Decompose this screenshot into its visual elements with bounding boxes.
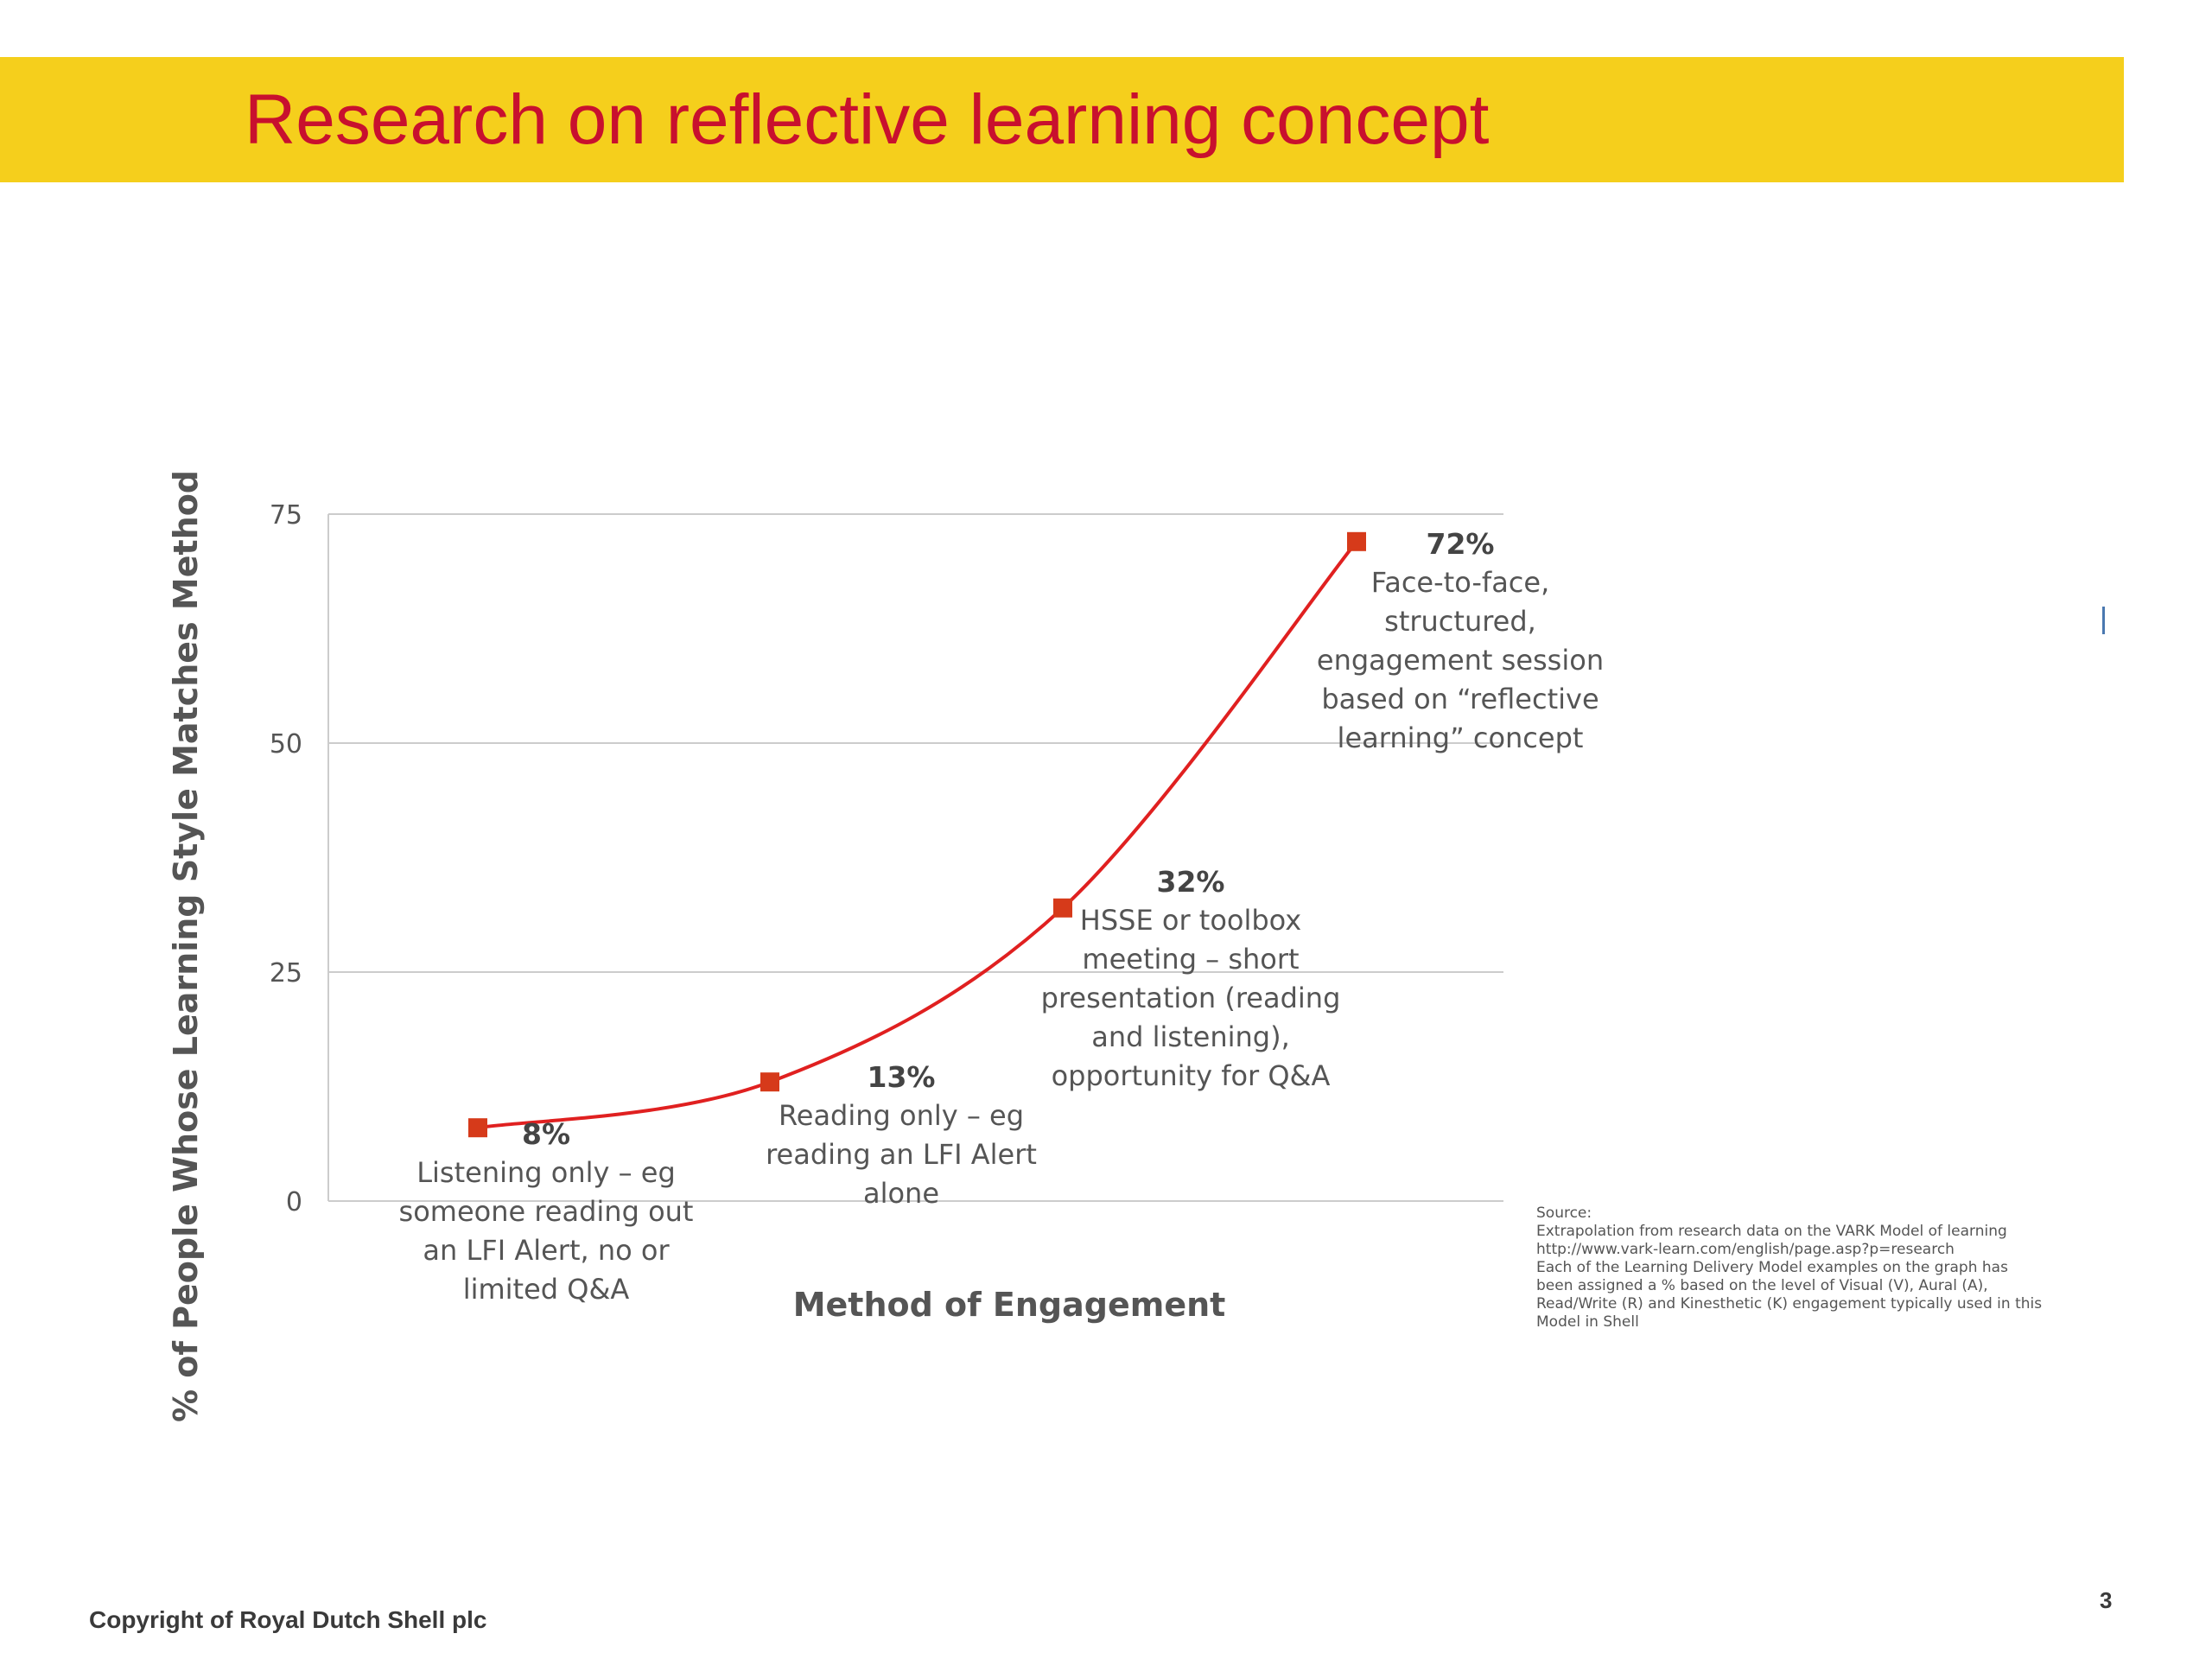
page-number: 3: [2100, 1587, 2113, 1613]
source-line: Source:: [1536, 1205, 1592, 1222]
side-mark: [2102, 607, 2105, 634]
data-label: 72%: [1427, 527, 1495, 561]
copyright: Copyright of Royal Dutch Shell plc: [89, 1606, 487, 1633]
y-tick-label: 0: [286, 1187, 302, 1217]
data-point: [468, 1118, 487, 1138]
source-line: Model in Shell: [1536, 1313, 1639, 1331]
point-annotation: alone: [863, 1177, 939, 1210]
point-annotation: someone reading out: [399, 1195, 694, 1228]
source-line: been assigned a % based on the level of …: [1536, 1277, 1988, 1294]
title-bar: [0, 57, 2124, 182]
slide-title: Research on reflective learning concept: [245, 80, 1490, 159]
y-tick-label: 75: [270, 500, 302, 531]
data-label: 32%: [1157, 865, 1225, 899]
point-annotation: presentation (reading: [1041, 982, 1341, 1014]
source-line: Each of the Learning Delivery Model exam…: [1536, 1259, 2008, 1276]
source-line: Read/Write (R) and Kinesthetic (K) engag…: [1536, 1295, 2043, 1313]
point-annotation: an LFI Alert, no or: [423, 1234, 670, 1267]
point-annotation: Listening only – eg: [416, 1156, 676, 1189]
point-annotation: Face-to-face,: [1371, 566, 1550, 599]
y-axis-title: % of People Whose Learning Style Matches…: [167, 470, 205, 1422]
point-annotation: reading an LFI Alert: [766, 1138, 1037, 1171]
data-label: 13%: [868, 1060, 936, 1094]
source-note: Source: Extrapolation from research data …: [1536, 1205, 2089, 1332]
point-annotation: opportunity for Q&A: [1052, 1059, 1331, 1092]
series-line: [477, 540, 1358, 1130]
point-annotation: limited Q&A: [463, 1273, 630, 1306]
point-annotation: engagement session: [1317, 644, 1604, 677]
data-point: [760, 1072, 779, 1092]
x-axis-title: Method of Engagement: [793, 1286, 1226, 1324]
y-tick-label: 25: [270, 958, 302, 988]
source-line: Extrapolation from research data on the …: [1536, 1223, 2007, 1240]
point-annotation: meeting – short: [1082, 943, 1299, 976]
data-label: 8%: [522, 1117, 570, 1151]
point-annotation: learning” concept: [1338, 721, 1584, 754]
y-tick-label: 50: [270, 729, 302, 760]
source-line: http://www.vark-learn.com/english/page.a…: [1536, 1241, 1955, 1258]
point-annotation: structured,: [1384, 605, 1536, 638]
data-point: [1347, 531, 1366, 551]
point-annotation: based on “reflective: [1321, 683, 1599, 715]
point-annotation: and listening),: [1091, 1020, 1289, 1053]
data-point: [1053, 898, 1072, 918]
point-annotation: Reading only – eg: [779, 1099, 1024, 1132]
point-annotation: HSSE or toolbox: [1080, 904, 1301, 937]
